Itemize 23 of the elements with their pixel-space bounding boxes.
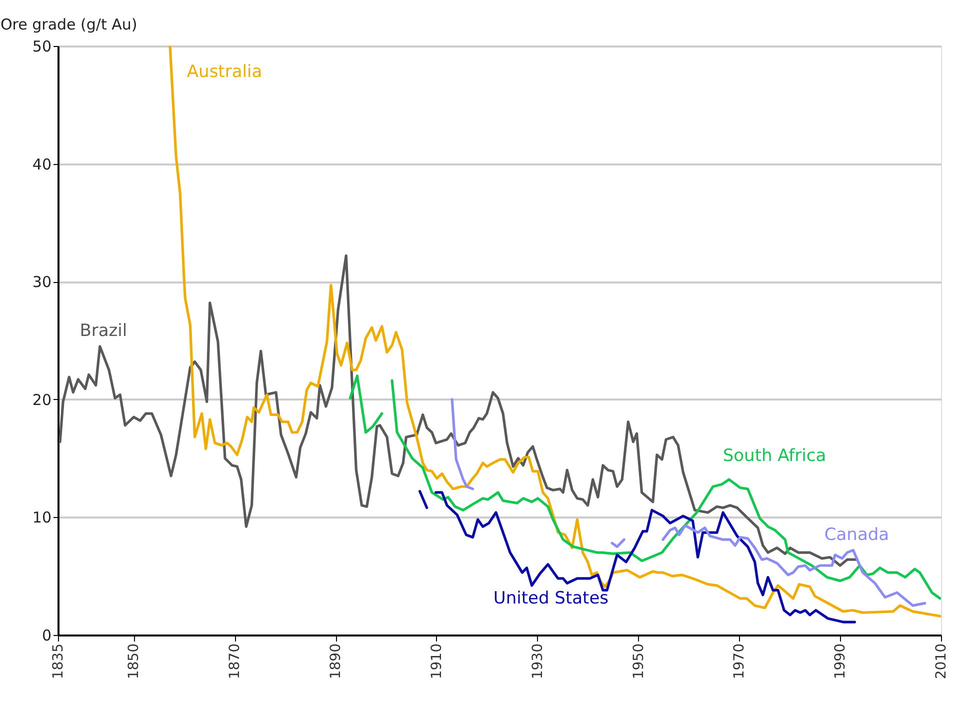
x-tick-label: 2010 — [934, 644, 950, 680]
y-tick-label: 30 — [32, 273, 52, 292]
series-label: Canada — [824, 524, 890, 545]
x-tick-label: 1835 — [50, 644, 66, 680]
y-tick-label: 10 — [32, 508, 52, 527]
y-tick-label: 0 — [42, 626, 52, 644]
x-tick-label: 1950 — [630, 644, 647, 680]
x-tick-label: 1970 — [732, 644, 748, 680]
x-tick-label: 1990 — [832, 644, 849, 680]
y-tick-label: 50 — [32, 38, 52, 56]
series-label: United States — [493, 588, 609, 608]
series-label: Australia — [186, 62, 262, 82]
y-tick-label: 40 — [32, 155, 52, 174]
x-tick-label: 1850 — [126, 644, 142, 680]
series-label: Brazil — [80, 321, 128, 342]
x-tick-label: 1870 — [227, 644, 244, 680]
x-tick-label: 1910 — [428, 644, 445, 680]
line-series — [168, 46, 941, 618]
y-tick-label: 20 — [32, 390, 52, 409]
x-tick-label: 1930 — [530, 644, 546, 680]
y-axis-title: Ore grade (g/t Au) — [0, 16, 138, 34]
x-tick-label: 1890 — [328, 644, 344, 680]
series-label: South Africa — [722, 446, 826, 466]
